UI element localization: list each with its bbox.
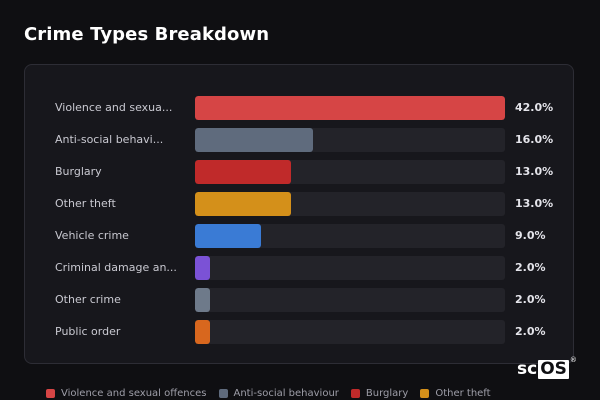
chart-title: Crime Types Breakdown <box>24 24 270 45</box>
bar <box>195 320 210 344</box>
bar-row: Other crime 2.0% <box>25 288 575 312</box>
bar-track <box>195 160 505 184</box>
value-label: 9.0% <box>515 229 546 242</box>
bar <box>195 288 210 312</box>
category-label: Vehicle crime <box>55 229 129 242</box>
bar <box>195 192 291 216</box>
bar-row: Criminal damage an... 2.0% <box>25 256 575 280</box>
logo-prefix: sc <box>517 359 538 379</box>
bar-track <box>195 192 505 216</box>
value-label: 2.0% <box>515 325 546 338</box>
legend-item[interactable]: Other theft <box>420 387 491 399</box>
bar-row: Anti-social behavi... 16.0% <box>25 128 575 152</box>
legend-item[interactable]: Violence and sexual offences <box>46 388 207 399</box>
bar-row: Vehicle crime 9.0% <box>25 224 575 248</box>
value-label: 13.0% <box>515 197 554 210</box>
category-label: Burglary <box>55 165 102 178</box>
bar-row: Violence and sexua... 42.0% <box>25 96 575 120</box>
legend-item[interactable]: Anti-social behaviour <box>218 387 339 399</box>
value-label: 13.0% <box>515 165 554 178</box>
legend-label: Other theft <box>435 387 491 399</box>
category-label: Criminal damage an... <box>55 261 177 274</box>
category-label: Anti-social behavi... <box>55 133 164 146</box>
value-label: 42.0% <box>515 101 554 114</box>
legend-swatch <box>350 388 360 398</box>
brand-logo: sc OS ® <box>517 356 577 381</box>
bar-row: Public order 2.0% <box>25 320 575 344</box>
legend-item[interactable]: Burglary <box>350 387 409 399</box>
bar-track <box>195 128 505 152</box>
bar-track <box>195 256 505 280</box>
value-label: 16.0% <box>515 133 554 146</box>
bar-track <box>195 96 505 120</box>
category-label: Public order <box>55 325 121 338</box>
bar <box>195 128 313 152</box>
value-label: 2.0% <box>515 293 546 306</box>
bar <box>195 224 261 248</box>
legend-swatch <box>46 388 55 398</box>
bar-track <box>195 320 505 344</box>
category-label: Other crime <box>55 293 121 306</box>
bar <box>195 96 505 120</box>
legend-label: Anti-social behaviour <box>233 387 339 399</box>
chart-legend: Violence and sexual offences Anti-social … <box>46 385 503 400</box>
registered-mark: ® <box>569 356 577 364</box>
legend-swatch <box>218 388 228 398</box>
legend-label: Burglary <box>365 387 409 399</box>
bar-track <box>195 224 505 248</box>
bar <box>195 160 291 184</box>
bar-track <box>195 288 505 312</box>
legend-label: Violence and sexual offences <box>61 387 207 399</box>
chart-card: Violence and sexua... 42.0% Anti-social be… <box>24 64 574 364</box>
bar-row: Burglary 13.0% <box>25 160 575 184</box>
bar-row: Other theft 13.0% <box>25 192 575 216</box>
logo-boxed-text: OS <box>538 358 569 379</box>
bar <box>195 256 210 280</box>
legend-swatch <box>420 388 430 398</box>
category-label: Violence and sexua... <box>55 101 173 114</box>
value-label: 2.0% <box>515 261 546 274</box>
category-label: Other theft <box>55 197 116 210</box>
